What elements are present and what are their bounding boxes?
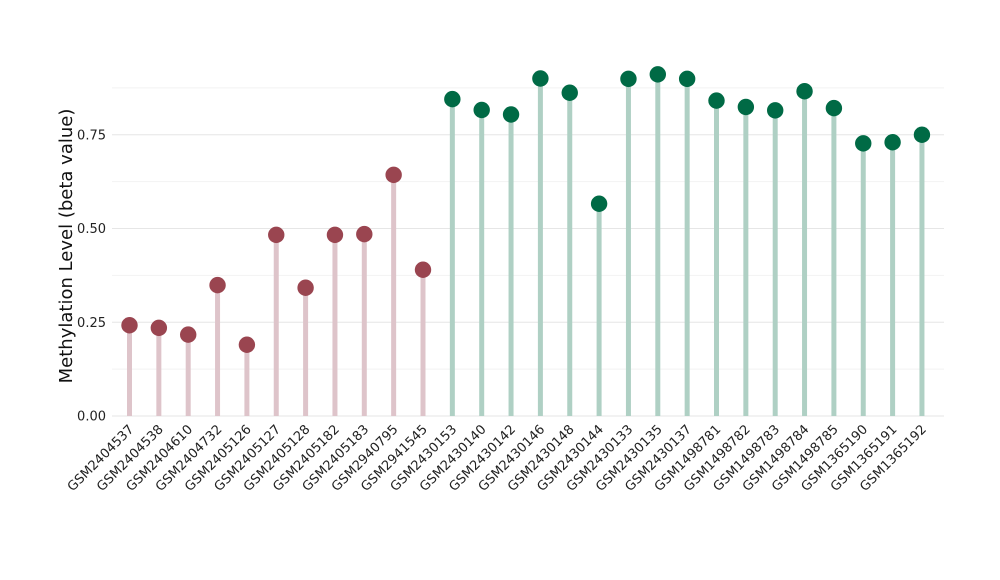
y-tick-label: 0.50 <box>77 222 106 237</box>
lollipop-point <box>737 98 755 116</box>
y-tick-label: 0.00 <box>77 410 106 425</box>
y-tick-label: 0.75 <box>77 128 106 143</box>
lollipop-point <box>855 135 872 152</box>
lollipop-point <box>297 279 314 296</box>
lollipop-point <box>150 319 168 337</box>
lollipop-point <box>678 70 696 88</box>
lollipop-point <box>385 166 402 184</box>
lollipop-point <box>502 106 520 123</box>
grid-lines <box>112 87 944 417</box>
lollipop-point <box>796 83 813 100</box>
lollipop-point <box>473 101 490 119</box>
lollipop-point <box>444 90 461 108</box>
y-tick-label: 0.25 <box>77 316 106 331</box>
lollipop-point <box>620 70 637 88</box>
lollipop-point <box>209 276 226 294</box>
lollipop-point <box>414 261 432 278</box>
lollipop-point <box>356 225 373 243</box>
lollipop-point <box>180 326 197 343</box>
lollipop-point <box>238 336 256 353</box>
lollipop-point <box>121 317 138 334</box>
lollipop-point <box>649 66 666 83</box>
y-axis-ticks: 0.00 0.25 0.50 0.75 <box>77 128 106 424</box>
lollipop-point <box>708 92 725 109</box>
lollipop-point <box>326 226 344 244</box>
lollipop-stems <box>127 74 925 416</box>
x-axis-tick-labels: GSM2404537GSM2404538GSM2404610GSM2404732… <box>65 422 930 494</box>
y-axis-title: Methylation Level (beta value) <box>56 109 77 384</box>
lollipop-point <box>825 99 843 117</box>
lollipop-point <box>268 226 285 244</box>
lollipop-point <box>913 126 931 143</box>
lollipop-point <box>532 70 549 87</box>
lollipop-points <box>121 66 931 353</box>
lollipop-point <box>561 84 578 101</box>
lollipop-point <box>590 195 608 212</box>
lollipop-point <box>884 134 901 151</box>
lollipop-point <box>767 102 784 119</box>
